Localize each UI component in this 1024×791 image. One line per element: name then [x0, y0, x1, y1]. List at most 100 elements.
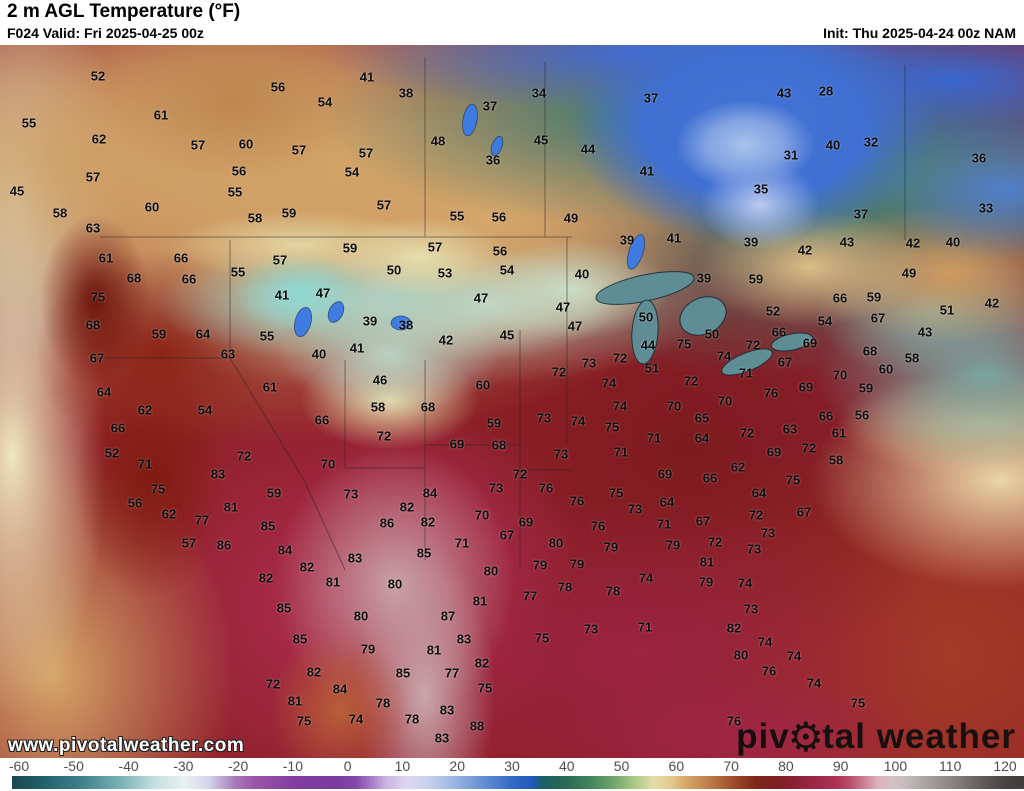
logo-text-tal-weather: tal weather [822, 717, 1016, 756]
temp-label: 37 [482, 98, 498, 114]
temp-label: 73 [581, 355, 597, 371]
temperature-map: 52 56 41 38 34 37 54 37 43 28 61 55 62 57 60 57 57 48 45 44… [0, 45, 1024, 758]
temp-label: 66 [818, 408, 834, 424]
watermark: www.pivotalweather.com [8, 735, 245, 756]
temp-label: 59 [342, 240, 358, 256]
temp-label: 79 [665, 537, 681, 553]
temp-label: 45 [9, 183, 25, 199]
temp-label: 57 [272, 252, 288, 268]
temp-label: 69 [802, 335, 818, 351]
temp-label: 76 [763, 385, 779, 401]
temp-label: 59 [866, 289, 882, 305]
temp-label: 68 [862, 343, 878, 359]
temp-label: 64 [751, 485, 767, 501]
temp-label: 66 [771, 324, 787, 340]
temp-label: 57 [291, 142, 307, 158]
temp-label: 75 [534, 630, 550, 646]
temp-label: 57 [376, 197, 392, 213]
great-lakes [595, 271, 814, 376]
temp-label: 71 [738, 365, 754, 381]
temp-label: 50 [704, 326, 720, 342]
temp-label: 36 [485, 152, 501, 168]
temp-label: 81 [426, 642, 442, 658]
temp-label: 66 [173, 250, 189, 266]
temp-label: 80 [353, 608, 369, 624]
temp-label: 75 [676, 336, 692, 352]
temp-label: 57 [181, 535, 197, 551]
temp-label: 44 [640, 337, 656, 353]
colorbar-tick: -10 [282, 758, 303, 774]
colorbar-tick: 10 [394, 758, 411, 774]
temp-label: 77 [444, 665, 460, 681]
temp-label: 78 [404, 711, 420, 727]
colorbar-tick: 30 [504, 758, 520, 774]
temp-label: 64 [195, 326, 211, 342]
temp-label: 28 [818, 83, 834, 99]
temp-label: 51 [644, 360, 660, 376]
temp-label: 72 [265, 676, 281, 692]
temp-label: 59 [151, 326, 167, 342]
temp-label: 67 [796, 504, 812, 520]
temp-label: 75 [477, 680, 493, 696]
model-init-label: Init: Thu 2025-04-24 00z NAM [823, 25, 1016, 41]
temp-label: 76 [761, 663, 777, 679]
temp-label: 60 [878, 361, 894, 377]
temp-label: 71 [637, 619, 653, 635]
temp-label: 55 [227, 184, 243, 200]
temp-label: 55 [259, 328, 275, 344]
temp-label: 56 [492, 243, 508, 259]
temp-label: 84 [422, 485, 438, 501]
temp-label: 37 [853, 206, 869, 222]
temp-label: 57 [358, 145, 374, 161]
temp-label: 52 [765, 303, 781, 319]
temp-label: 56 [127, 495, 143, 511]
temp-label: 41 [359, 69, 375, 85]
temp-label: 71 [656, 516, 672, 532]
temp-label: 63 [220, 346, 236, 362]
temp-label: 66 [110, 420, 126, 436]
temp-label: 59 [266, 485, 282, 501]
temp-label: 77 [522, 588, 538, 604]
temp-label: 83 [456, 631, 472, 647]
temp-label: 49 [563, 210, 579, 226]
temp-label: 45 [499, 327, 515, 343]
temp-label: 33 [978, 200, 994, 216]
temp-label: 73 [760, 525, 776, 541]
temp-label: 82 [420, 514, 436, 530]
colorbar-tick: -30 [173, 758, 194, 774]
temp-label: 42 [905, 235, 921, 251]
temp-label: 64 [96, 384, 112, 400]
temp-label: 59 [281, 205, 297, 221]
temp-label: 73 [553, 446, 569, 462]
temp-label: 83 [439, 702, 455, 718]
temp-label: 69 [766, 444, 782, 460]
temp-label: 71 [137, 456, 153, 472]
temp-label: 82 [306, 664, 322, 680]
temp-label: 34 [531, 85, 547, 101]
temp-label: 32 [863, 134, 879, 150]
temp-label: 72 [236, 448, 252, 464]
temp-label: 43 [917, 324, 933, 340]
colorbar-tick: -40 [118, 758, 139, 774]
temp-label: 74 [638, 570, 654, 586]
temp-label: 85 [395, 665, 411, 681]
temp-label: 38 [398, 317, 414, 333]
colorbar-gradient [12, 776, 1024, 789]
colorbar-tick: -60 [8, 758, 30, 774]
colorbar-tick: 70 [723, 758, 739, 774]
temp-label: 72 [551, 364, 567, 380]
temp-label: 72 [683, 373, 699, 389]
temp-label: 73 [627, 501, 643, 517]
temp-label: 39 [743, 234, 759, 250]
colorbar-tick: 100 [883, 758, 908, 774]
colorbar-tick: 0 [343, 758, 352, 774]
temp-label: 73 [583, 621, 599, 637]
temp-label: 69 [518, 514, 534, 530]
temp-label: 85 [260, 518, 276, 534]
temp-label: 72 [612, 350, 628, 366]
temp-label: 40 [574, 266, 590, 282]
temp-label: 52 [90, 68, 106, 84]
temp-label: 84 [332, 681, 348, 697]
temp-label: 50 [638, 309, 654, 325]
